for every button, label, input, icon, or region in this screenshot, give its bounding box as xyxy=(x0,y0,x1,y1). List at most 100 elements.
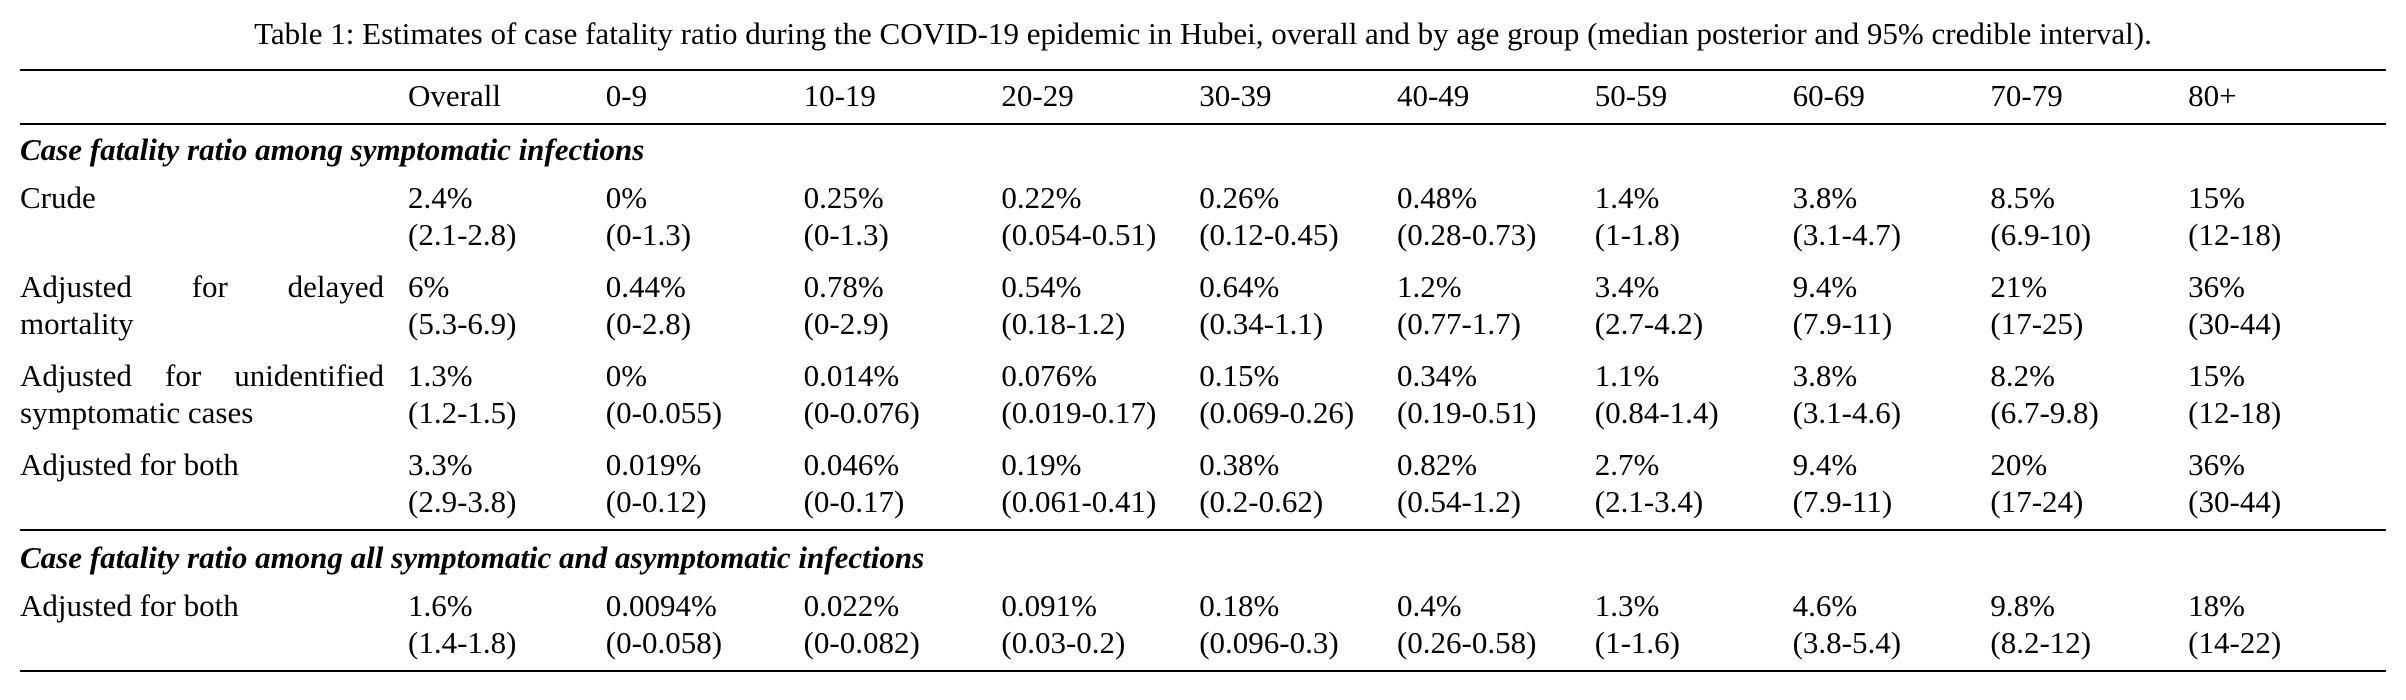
cell-value: 3.4% xyxy=(1594,269,1660,304)
section-header-label: Case fatality ratio among all symptomati… xyxy=(20,529,2386,581)
table-row-adjusted-delayed-mortality: Adjusted for delayed mortality 6% (5.3-6.… xyxy=(20,262,2386,351)
data-cell: 0.34% (0.19-0.51) xyxy=(1397,351,1595,440)
cell-ci: (2.1-2.8) xyxy=(408,217,517,252)
data-cell: 0.78% (0-2.9) xyxy=(804,262,1002,351)
data-cell: 0.26% (0.12-0.45) xyxy=(1199,173,1397,262)
data-cell: 1.3% (1.2-1.5) xyxy=(408,351,606,440)
cell-value: 15% xyxy=(2188,358,2245,393)
data-cell: 21% (17-25) xyxy=(1990,262,2188,351)
cell-ci: (0.2-0.62) xyxy=(1199,484,1324,519)
cell-value: 9.4% xyxy=(1792,447,1858,482)
cell-ci: (0.069-0.26) xyxy=(1199,395,1355,430)
column-header-10-19: 10-19 xyxy=(803,69,1002,125)
cell-ci: (0-0.076) xyxy=(803,395,920,430)
cell-value: 0% xyxy=(605,180,648,215)
data-cell: 1.1% (0.84-1.4) xyxy=(1595,351,1793,440)
cell-ci: (0-0.058) xyxy=(605,625,723,660)
data-cell: 0% (0-0.055) xyxy=(606,351,804,440)
cell-ci: (6.9-10) xyxy=(1990,217,2092,252)
cell-ci: (0.28-0.73) xyxy=(1396,217,1537,252)
table-row-crude: Crude 2.4% (2.1-2.8) 0% (0-1.3) 0.25% (0-1.… xyxy=(20,173,2386,262)
section-header-symptomatic: Case fatality ratio among symptomatic in… xyxy=(20,124,2386,173)
data-cell: 8.5% (6.9-10) xyxy=(1990,173,2188,262)
cell-value: 3.8% xyxy=(1792,358,1858,393)
data-cell: 0.48% (0.28-0.73) xyxy=(1397,173,1595,262)
row-label: Adjusted for delayed mortality xyxy=(20,269,384,341)
cell-value: 1.3% xyxy=(1594,588,1660,623)
cell-value: 0.48% xyxy=(1396,180,1478,215)
cell-ci: (12-18) xyxy=(2188,217,2282,252)
cell-ci: (1-1.8) xyxy=(1594,217,1681,252)
table-caption: Table 1: Estimates of case fatality rati… xyxy=(254,16,2152,51)
cell-value: 1.4% xyxy=(1594,180,1660,215)
column-header-50-59: 50-59 xyxy=(1594,69,1793,125)
data-cell: 0.38% (0.2-0.62) xyxy=(1199,440,1397,530)
cell-ci: (1.2-1.5) xyxy=(408,395,517,430)
cell-value: 1.1% xyxy=(1594,358,1660,393)
cfr-table: Overall 0-9 10-19 20-29 30-39 40-49 50-5… xyxy=(20,69,2386,672)
data-cell: 0.82% (0.54-1.2) xyxy=(1397,440,1595,530)
table-row-adjusted-both-all: Adjusted for both 1.6% (1.4-1.8) 0.0094%(… xyxy=(20,581,2386,671)
data-cell: 36% (30-44) xyxy=(2188,262,2386,351)
cell-value: 0% xyxy=(605,358,648,393)
cell-ci: (0.019-0.17) xyxy=(1001,395,1157,430)
cell-value: 0.26% xyxy=(1199,180,1280,215)
column-header-overall: Overall xyxy=(408,69,606,125)
cell-ci: (0.34-1.1) xyxy=(1199,306,1324,341)
cell-ci: (30-44) xyxy=(2188,306,2282,341)
data-cell: 8.2% (6.7-9.8) xyxy=(1990,351,2188,440)
cell-value: 9.8% xyxy=(1990,588,2055,623)
cell-ci: (17-24) xyxy=(1990,484,2084,519)
cell-ci: (14-22) xyxy=(2188,625,2282,660)
cell-ci: (2.7-4.2) xyxy=(1594,306,1704,341)
row-label: Adjusted for both xyxy=(20,447,239,482)
cell-value: 1.2% xyxy=(1396,269,1462,304)
cell-ci: (3.1-4.6) xyxy=(1792,395,1902,430)
data-cell: 0.22% (0.054-0.51) xyxy=(1001,173,1199,262)
data-cell: 0.076% (0.019-0.17) xyxy=(1001,351,1199,440)
cell-ci: (3.8-5.4) xyxy=(1792,625,1902,660)
table-row-adjusted-both-symptomatic: Adjusted for both 3.3% (2.9-3.8) 0.019% (0… xyxy=(20,440,2386,530)
cell-value: 0.25% xyxy=(803,180,884,215)
cell-value: 0.22% xyxy=(1001,180,1082,215)
cell-value: 0.19% xyxy=(1001,447,1082,482)
cell-value: 18% xyxy=(2188,588,2245,623)
cell-ci: (0.096-0.3) xyxy=(1199,625,1339,660)
column-header-0-9: 0-9 xyxy=(605,69,804,125)
cell-ci: (7.9-11) xyxy=(1792,306,1893,341)
cell-ci: (0.19-0.51) xyxy=(1396,395,1537,430)
cell-value: 0.014% xyxy=(803,358,900,393)
data-cell: 1.6% (1.4-1.8) xyxy=(408,581,606,671)
data-cell: 6% (5.3-6.9) xyxy=(408,262,606,351)
data-cell: 1.4% (1-1.8) xyxy=(1595,173,1793,262)
cell-value: 0.0094% xyxy=(605,588,717,623)
cell-ci: (0.12-0.45) xyxy=(1199,217,1339,252)
column-header-70-79: 70-79 xyxy=(1990,69,2189,125)
cell-ci: (1.4-1.8) xyxy=(408,625,517,660)
cell-value: 0.64% xyxy=(1199,269,1280,304)
cell-value: 4.6% xyxy=(1792,588,1858,623)
row-label: Crude xyxy=(20,180,96,215)
cell-value: 0.046% xyxy=(803,447,900,482)
cell-ci: (30-44) xyxy=(2188,484,2282,519)
cell-value: 0.15% xyxy=(1199,358,1280,393)
data-cell: 3.3% (2.9-3.8) xyxy=(408,440,606,530)
cell-value: 0.019% xyxy=(605,447,702,482)
cell-value: 0.82% xyxy=(1396,447,1478,482)
cell-ci: (0.18-1.2) xyxy=(1001,306,1126,341)
data-cell: 0.022% (0-0.082) xyxy=(804,581,1002,671)
column-header-empty xyxy=(20,69,408,125)
data-cell: 0.15% (0.069-0.26) xyxy=(1199,351,1397,440)
data-cell: 3.8% (3.1-4.7) xyxy=(1793,173,1991,262)
cell-value: 2.7% xyxy=(1594,447,1660,482)
data-cell: 15% (12-18) xyxy=(2188,173,2386,262)
data-cell: 0.44% (0-2.8) xyxy=(606,262,804,351)
cell-value: 0.44% xyxy=(605,269,686,304)
data-cell: 0.54% (0.18-1.2) xyxy=(1001,262,1199,351)
data-cell: 3.4% (2.7-4.2) xyxy=(1595,262,1793,351)
data-cell: 0.19% (0.061-0.41) xyxy=(1001,440,1199,530)
cell-value: 8.2% xyxy=(1990,358,2055,393)
cell-value: 3.8% xyxy=(1792,180,1858,215)
cell-value: 8.5% xyxy=(1990,180,2055,215)
data-cell: 15% (12-18) xyxy=(2188,351,2386,440)
